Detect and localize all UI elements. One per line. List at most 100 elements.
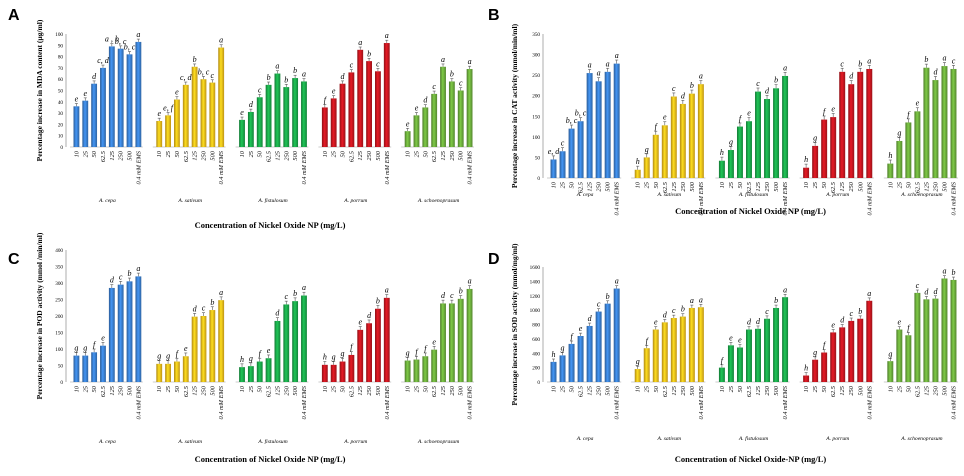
significance-letter: h bbox=[636, 157, 640, 166]
significance-letter: g bbox=[332, 353, 336, 362]
x-tick-label: 0.4 mM EMS bbox=[218, 385, 225, 419]
bar bbox=[82, 355, 89, 382]
bar bbox=[191, 316, 198, 382]
x-tick-label: 125 bbox=[587, 182, 594, 192]
bar bbox=[932, 298, 939, 382]
x-tick-label: 62.5 bbox=[100, 386, 107, 397]
significance-letter: a bbox=[468, 277, 472, 286]
x-tick-label: 0.4 mM EMS bbox=[135, 150, 142, 184]
x-tick-label: 25 bbox=[728, 386, 735, 392]
x-tick-label: 10 bbox=[719, 385, 726, 392]
y-tick-label: 30 bbox=[58, 111, 64, 117]
x-tick-label: 0.4 mM EMS bbox=[782, 385, 789, 419]
x-tick-label: 62.5 bbox=[746, 386, 753, 397]
significance-letter: h bbox=[804, 364, 808, 373]
panel-label: C bbox=[8, 251, 20, 268]
bar bbox=[165, 363, 171, 382]
significance-letter: g bbox=[83, 343, 87, 352]
significance-letter: d bbox=[92, 72, 97, 81]
bar bbox=[466, 69, 473, 147]
bar bbox=[670, 96, 677, 178]
significance-letter: h bbox=[240, 355, 244, 364]
x-tick-label: 250 bbox=[283, 385, 290, 395]
bar bbox=[727, 345, 734, 382]
x-tick-label: 250 bbox=[366, 150, 373, 160]
bar bbox=[764, 318, 771, 382]
bar bbox=[604, 71, 611, 178]
significance-letter: g bbox=[645, 145, 649, 154]
x-tick-label: 25 bbox=[728, 182, 735, 188]
significance-letter: a bbox=[275, 62, 279, 71]
x-tick-label: 62.5 bbox=[578, 182, 585, 193]
bar bbox=[375, 308, 381, 382]
significance-letter: a bbox=[615, 277, 619, 286]
significance-letter: b bbox=[774, 296, 778, 305]
x-tick-label: 50 bbox=[905, 181, 912, 188]
significance-letter: g bbox=[561, 344, 565, 353]
y-tick-label: 600 bbox=[532, 337, 540, 343]
y-tick-label: 100 bbox=[55, 32, 63, 38]
x-tick-label: 500 bbox=[773, 181, 780, 191]
x-tick-label: 25 bbox=[560, 386, 567, 392]
bar bbox=[848, 84, 855, 178]
significance-letter: c bbox=[561, 139, 565, 148]
y-tick-label: 150 bbox=[55, 331, 63, 337]
significance-letter: b, c bbox=[566, 116, 578, 125]
bar bbox=[586, 73, 593, 178]
significance-letter: e bbox=[432, 337, 436, 346]
bar bbox=[950, 68, 957, 178]
bar bbox=[812, 359, 819, 382]
bar bbox=[448, 303, 455, 382]
bar bbox=[736, 126, 743, 178]
y-tick-label: 200 bbox=[55, 314, 63, 320]
x-tick-label: 125 bbox=[839, 182, 846, 192]
bar bbox=[923, 299, 930, 382]
significance-letter: c bbox=[258, 85, 262, 94]
significance-letter: b bbox=[450, 70, 454, 79]
bar bbox=[688, 93, 695, 178]
significance-letter: a bbox=[219, 288, 223, 297]
significance-letter: h bbox=[552, 350, 556, 359]
x-tick-label: 500 bbox=[458, 385, 465, 395]
bar bbox=[559, 151, 566, 178]
significance-letter: a bbox=[615, 51, 619, 60]
significance-letter: h bbox=[323, 353, 327, 362]
bar bbox=[905, 335, 912, 382]
x-tick-label: 0.4 mM EMS bbox=[614, 181, 621, 215]
significance-letter: c bbox=[284, 292, 288, 301]
bar bbox=[274, 320, 281, 382]
significance-letter: a bbox=[867, 56, 871, 65]
bar bbox=[821, 352, 828, 382]
y-axis-title: Percentage increase in MDA content (µg/m… bbox=[35, 19, 44, 161]
x-tick-label: 0.4 mM EMS bbox=[384, 385, 391, 419]
x-tick-label: 62.5 bbox=[431, 386, 438, 397]
species-label: A. sativum bbox=[656, 192, 681, 198]
x-tick-label: 62.5 bbox=[830, 182, 837, 193]
bar bbox=[174, 361, 180, 382]
bar bbox=[239, 367, 245, 382]
x-tick-label: 50 bbox=[569, 385, 576, 392]
y-tick-label: 40 bbox=[58, 100, 64, 106]
x-tick-label: 250 bbox=[932, 385, 939, 395]
significance-letter: e bbox=[157, 109, 161, 118]
x-tick-label: 0.4 mM EMS bbox=[698, 385, 705, 419]
bar bbox=[283, 87, 290, 147]
significance-letter: d bbox=[756, 317, 761, 326]
bar bbox=[383, 43, 390, 147]
x-tick-label: 50 bbox=[737, 181, 744, 188]
x-tick-label: 125 bbox=[274, 386, 281, 396]
significance-letter: b bbox=[293, 66, 297, 75]
x-tick-label: 500 bbox=[458, 150, 465, 160]
y-tick-label: 80 bbox=[58, 55, 64, 61]
significance-letter: f bbox=[350, 343, 354, 352]
bar bbox=[413, 115, 420, 147]
significance-letter: f bbox=[424, 344, 428, 353]
y-tick-label: 10 bbox=[58, 134, 64, 140]
x-tick-label: 250 bbox=[680, 385, 687, 395]
bar bbox=[661, 125, 668, 178]
significance-letter: a bbox=[468, 57, 472, 66]
bar bbox=[200, 316, 207, 382]
bar bbox=[950, 279, 957, 382]
y-tick-label: 800 bbox=[532, 323, 540, 329]
significance-letter: b bbox=[858, 307, 862, 316]
